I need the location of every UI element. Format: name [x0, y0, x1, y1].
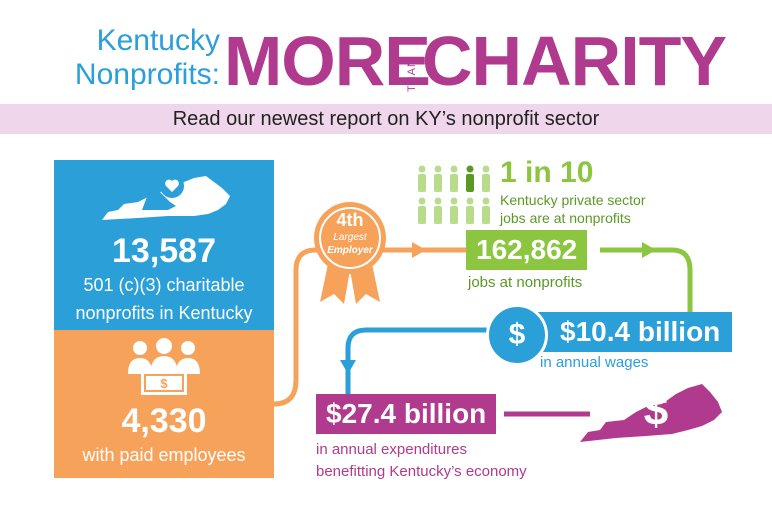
ribbon-line-1: Largest [333, 232, 367, 243]
person-icon [450, 165, 458, 192]
svg-text:$: $ [160, 376, 168, 391]
title-kentucky: Kentucky [96, 24, 220, 57]
title-charity: CHARITY [422, 22, 727, 100]
award-ribbon-icon [314, 202, 386, 304]
dollar-circle-icon: $ [486, 304, 548, 366]
person-icon [450, 197, 458, 224]
wages-caption: in annual wages [540, 354, 649, 371]
employees-label: with paid employees [82, 445, 246, 465]
person-icon [434, 165, 442, 192]
kentucky-dollar-map-icon [580, 384, 722, 442]
expenditures-line-1: in annual expenditures [316, 441, 467, 458]
report-banner[interactable]: Read our newest report on KY’s nonprofit… [0, 104, 772, 134]
person-icon [466, 197, 474, 224]
expenditures-line-2: benefitting Kentucky’s economy [316, 463, 527, 480]
ratio-line-1: Kentucky private sector [500, 192, 646, 208]
people-grid-svg [418, 165, 490, 224]
person-icon [418, 197, 426, 224]
person-icon [418, 165, 426, 192]
title-more: MORE [224, 22, 431, 100]
ribbon-rank: 4th [336, 210, 364, 230]
charitable-line-2: nonprofits in Kentucky [75, 303, 253, 323]
jobs-caption: jobs at nonprofits [468, 274, 583, 291]
person-icon [482, 197, 490, 224]
paid-employees-panel: $ 4,330 with paid employees [54, 330, 274, 478]
ribbon-line-2: Employer [327, 245, 373, 256]
jobs-value: 162,862 [466, 230, 588, 270]
charitable-line-1: 501 (c)(3) charitable [83, 275, 245, 295]
person-icon [434, 197, 442, 224]
people-grid [414, 162, 496, 224]
person-icon [482, 165, 490, 192]
hand-heart-icon [142, 174, 184, 210]
charitable-nonprofits-panel: 13,587 501 (c)(3) charitable nonprofits … [54, 160, 274, 330]
money-icon: $ [141, 371, 187, 395]
ratio-headline: 1 in 10 [500, 156, 594, 189]
person-icon [466, 165, 474, 192]
employees-count: 4,330 [121, 402, 207, 440]
charitable-count: 13,587 [112, 232, 216, 270]
expenditures-value: $27.4 billion [316, 394, 497, 434]
ratio-line-2: jobs are at nonprofits [500, 210, 631, 226]
map-dollar-symbol: $ [643, 386, 669, 435]
title-nonprofits: Nonprofits: [74, 58, 220, 91]
